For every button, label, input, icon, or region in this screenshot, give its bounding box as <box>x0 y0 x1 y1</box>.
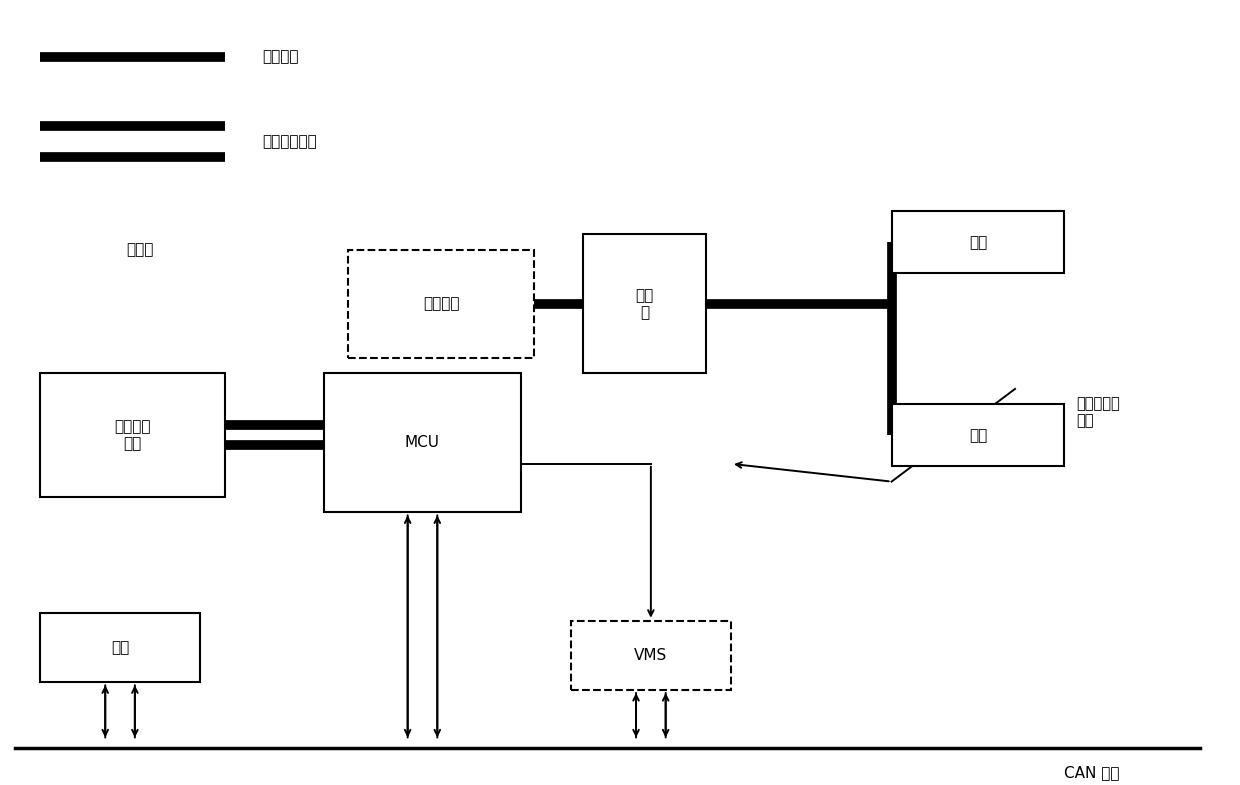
Text: 驱动电机: 驱动电机 <box>423 297 459 312</box>
Text: 串联线: 串联线 <box>126 243 154 257</box>
Text: 高正直流母线: 高正直流母线 <box>262 134 316 149</box>
Text: VMS: VMS <box>634 648 667 663</box>
Text: 机械连接: 机械连接 <box>262 49 299 64</box>
FancyBboxPatch shape <box>570 621 732 690</box>
Text: 驾驶员输入
信号: 驾驶员输入 信号 <box>1076 396 1121 429</box>
Text: 车轮: 车轮 <box>968 428 987 443</box>
Text: MCU: MCU <box>405 436 440 451</box>
Text: 减速
器: 减速 器 <box>636 288 653 320</box>
Text: 仪表: 仪表 <box>110 640 129 655</box>
FancyBboxPatch shape <box>583 235 707 374</box>
FancyBboxPatch shape <box>40 374 224 497</box>
FancyBboxPatch shape <box>892 211 1064 273</box>
FancyBboxPatch shape <box>324 374 521 513</box>
Text: 车轮: 车轮 <box>968 235 987 250</box>
FancyBboxPatch shape <box>892 404 1064 466</box>
FancyBboxPatch shape <box>348 250 533 358</box>
Text: CAN 总线: CAN 总线 <box>1064 765 1120 780</box>
Text: 铅酸动力
电池: 铅酸动力 电池 <box>114 419 150 451</box>
FancyBboxPatch shape <box>40 613 201 682</box>
